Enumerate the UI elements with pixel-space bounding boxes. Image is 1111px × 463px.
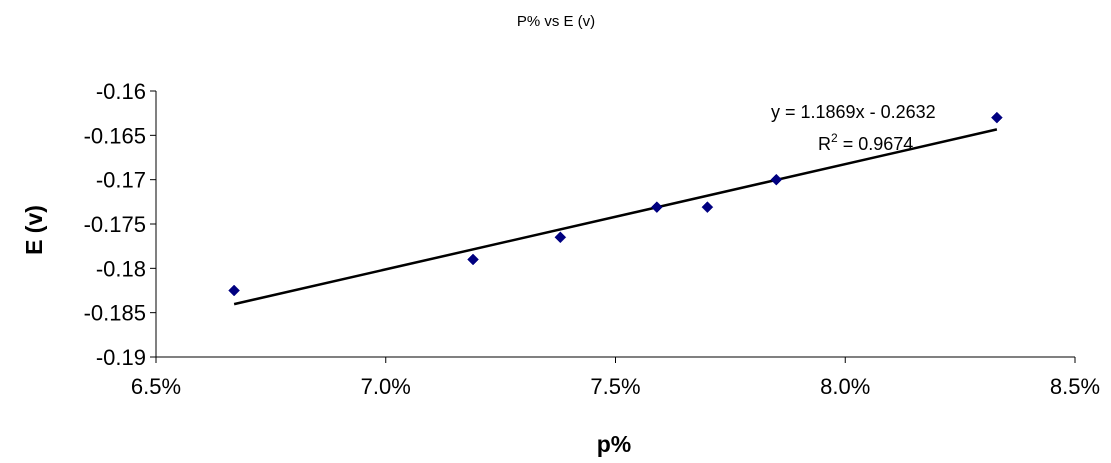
data-point (651, 201, 663, 214)
x-tick-label: 6.5% (131, 374, 181, 399)
data-point (770, 173, 783, 186)
axes-layer (155, 91, 1075, 358)
y-tick-label: -0.18 (96, 256, 146, 281)
points-layer (228, 111, 1003, 297)
y-tick-label: -0.16 (96, 79, 146, 104)
x-tick-label: 8.0% (820, 374, 870, 399)
data-point (991, 111, 1003, 124)
chart-title: P% vs E (v) (517, 13, 595, 30)
trendline (233, 128, 998, 306)
ticks-layer: -0.16 -0.165 -0.17 -0.175 -0.18 -0.185 -0.19 6.… (84, 79, 1100, 399)
data-point (554, 231, 567, 244)
x-tick-label: 7.0% (361, 374, 411, 399)
x-tick-label: 7.5% (590, 374, 640, 399)
r-squared-exponent: 2 (831, 131, 838, 145)
y-tick-label: -0.185 (84, 301, 146, 326)
y-axis-title: E (v) (21, 205, 47, 255)
r-squared-value: = 0.9674 (838, 134, 914, 154)
x-axis-title: p% (597, 431, 632, 457)
trendline-layer (233, 128, 998, 306)
data-point (467, 253, 479, 266)
trendline-equation: y = 1.1869x - 0.2632 (771, 102, 936, 122)
x-tick-label: 8.5% (1050, 374, 1100, 399)
r-squared-prefix: R (818, 134, 831, 154)
y-tick-label: -0.17 (96, 168, 146, 193)
y-tick-label: -0.19 (96, 345, 146, 370)
data-point (228, 284, 240, 297)
trendline-r-squared: R2 = 0.9674 (818, 131, 913, 154)
y-tick-label: -0.175 (84, 212, 146, 237)
data-point (701, 201, 714, 214)
y-tick-label: -0.165 (84, 123, 146, 148)
